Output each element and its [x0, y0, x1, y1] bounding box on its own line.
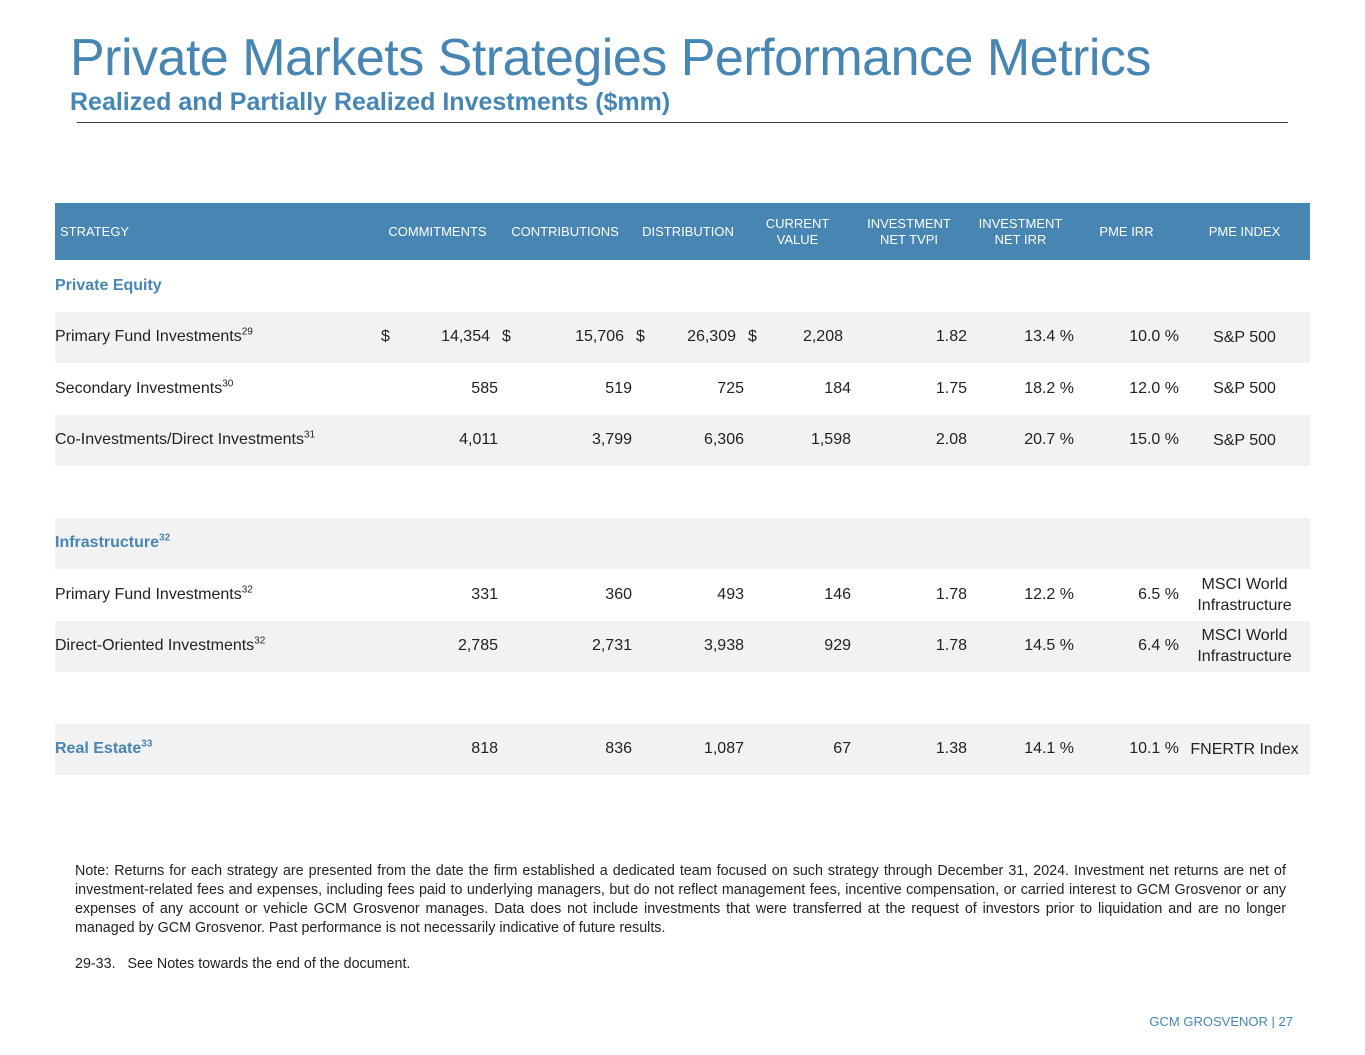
cell-commitments: 4,011	[377, 414, 498, 466]
cell-net-tvpi: 2.08	[851, 414, 967, 466]
cell-current-value: 929	[744, 620, 851, 672]
cell-net-tvpi: 1.75	[935, 379, 967, 397]
footer-separator: |	[1271, 1014, 1275, 1029]
row-label: Primary Fund Investments32	[55, 584, 253, 603]
cell-distribution: 3,938	[632, 620, 744, 672]
row-label: Co-Investments/Direct Investments31	[55, 414, 377, 466]
section-row-private-equity: Private Equity	[55, 260, 1310, 312]
cell-pme-irr: 15.0 %	[1074, 414, 1179, 466]
cell-current-value: 146	[824, 585, 851, 603]
table-row: Co-Investments/Direct Investments31 4,01…	[55, 414, 1310, 466]
cell-pme-irr: 6.4 %	[1074, 620, 1179, 672]
col-header-pme-irr: PME IRR	[1074, 203, 1179, 260]
page-subtitle: Realized and Partially Realized Investme…	[70, 88, 671, 116]
cell-contributions: $15,706	[498, 311, 632, 363]
footer-brand: GCM GROSVENOR	[1149, 1014, 1268, 1029]
spacer-cell	[55, 672, 1310, 724]
col-header-strategy: STRATEGY	[55, 203, 377, 260]
disclaimer-note: Note: Returns for each strategy are pres…	[75, 863, 1286, 936]
cell-pme-index: S&P 500	[1213, 380, 1276, 398]
cell-net-irr: 20.7 %	[967, 414, 1074, 466]
cell-net-tvpi: 1.78	[935, 585, 967, 603]
table-row: Primary Fund Investments29 $14,354 $15,7…	[55, 311, 1310, 363]
cell-distribution: 725	[717, 379, 744, 397]
cell-contributions: 2,731	[498, 620, 632, 672]
cell-commitments: 818	[377, 723, 498, 775]
col-header-commitments: COMMITMENTS	[377, 203, 498, 260]
col-header-contributions: CONTRIBUTIONS	[498, 203, 632, 260]
col-header-net-tvpi: INVESTMENT NET TVPI	[851, 203, 967, 260]
cell-commitments: 585	[471, 379, 498, 397]
title-divider	[77, 122, 1288, 123]
cell-contributions: 360	[605, 585, 632, 603]
page-title: Private Markets Strategies Performance M…	[70, 29, 1151, 87]
cell-distribution: 493	[717, 585, 744, 603]
cell-distribution: 1,087	[632, 723, 744, 775]
row-label: Secondary Investments30	[55, 378, 234, 397]
cell-net-irr: 12.2 %	[1024, 585, 1074, 603]
col-header-distribution: DISTRIBUTION	[632, 203, 744, 260]
cell-pme-irr: 10.0 %	[1074, 311, 1179, 363]
cell-pme-index: MSCI World Infrastructure	[1179, 620, 1310, 672]
section-row-infrastructure: Infrastructure32	[55, 517, 1310, 569]
cell-current-value: 67	[744, 723, 851, 775]
performance-table: STRATEGY COMMITMENTS CONTRIBUTIONS DISTR…	[55, 203, 1310, 775]
page-footer: GCM GROSVENOR | 27	[1149, 1014, 1293, 1029]
table-row: Secondary Investments30 585 519 725 184 …	[55, 363, 1310, 415]
section-row-real-estate: Real Estate33 818 836 1,087 67 1.38 14.1…	[55, 723, 1310, 775]
cell-net-irr: 13.4 %	[967, 311, 1074, 363]
table-row: Primary Fund Investments32 331 360 493 1…	[55, 569, 1310, 621]
table-header-row: STRATEGY COMMITMENTS CONTRIBUTIONS DISTR…	[55, 203, 1310, 260]
cell-contributions: 3,799	[498, 414, 632, 466]
cell-distribution: 6,306	[632, 414, 744, 466]
cell-pme-irr: 12.0 %	[1129, 379, 1179, 397]
spacer-cell	[55, 466, 1310, 518]
col-header-current-value: CURRENT VALUE	[744, 203, 851, 260]
cell-net-tvpi: 1.78	[851, 620, 967, 672]
cell-distribution: $26,309	[632, 311, 744, 363]
cell-commitments: 2,785	[377, 620, 498, 672]
footnote-reference: 29-33. See Notes towards the end of the …	[75, 956, 411, 972]
cell-contributions: 836	[498, 723, 632, 775]
spacer-row	[55, 672, 1310, 724]
section-label-real-estate: Real Estate33	[55, 723, 377, 775]
cell-pme-index: S&P 500	[1179, 414, 1310, 466]
cell-pme-index: MSCI World Infrastructure	[1197, 575, 1292, 614]
cell-pme-index: S&P 500	[1179, 311, 1310, 363]
cell-net-irr: 18.2 %	[1024, 379, 1074, 397]
cell-contributions: 519	[605, 379, 632, 397]
cell-current-value: $2,208	[744, 311, 851, 363]
cell-pme-irr: 10.1 %	[1074, 723, 1179, 775]
cell-pme-index: FNERTR Index	[1179, 723, 1310, 775]
spacer-row	[55, 466, 1310, 518]
cell-commitments: $14,354	[377, 311, 498, 363]
cell-current-value: 1,598	[744, 414, 851, 466]
cell-net-tvpi: 1.82	[851, 311, 967, 363]
col-header-pme-index: PME INDEX	[1179, 203, 1310, 260]
cell-net-irr: 14.5 %	[967, 620, 1074, 672]
table-row: Direct-Oriented Investments32 2,785 2,73…	[55, 620, 1310, 672]
col-header-net-irr: INVESTMENT NET IRR	[967, 203, 1074, 260]
row-label: Primary Fund Investments29	[55, 311, 377, 363]
cell-current-value: 184	[824, 379, 851, 397]
cell-pme-irr: 6.5 %	[1138, 585, 1179, 603]
section-label-infrastructure: Infrastructure32	[55, 517, 1310, 569]
page-number: 27	[1278, 1014, 1293, 1029]
cell-net-tvpi: 1.38	[851, 723, 967, 775]
section-label-private-equity: Private Equity	[55, 276, 162, 294]
row-label: Direct-Oriented Investments32	[55, 620, 377, 672]
cell-commitments: 331	[471, 585, 498, 603]
cell-net-irr: 14.1 %	[967, 723, 1074, 775]
